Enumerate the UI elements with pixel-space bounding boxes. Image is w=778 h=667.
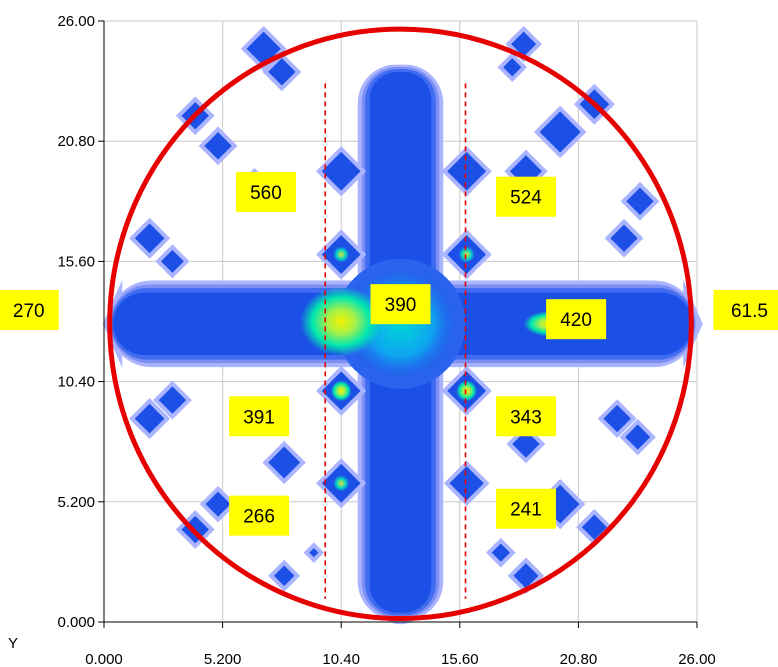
value-label-box <box>495 396 556 437</box>
heat-spot <box>511 31 537 57</box>
x-tick-label: 15.60 <box>441 651 479 667</box>
heat-spot <box>509 155 542 188</box>
x-tick-label: 20.80 <box>560 651 598 667</box>
heat-spot <box>626 187 654 215</box>
heat-spot <box>610 224 638 252</box>
heat-spot <box>246 31 281 66</box>
x-tick-label: 26.00 <box>678 651 716 667</box>
value-label-box <box>495 488 556 529</box>
heat-spot <box>134 403 165 434</box>
value-label-box <box>546 299 607 340</box>
value-label: 560 <box>250 183 282 204</box>
heat-spot <box>205 491 231 517</box>
y-axis-label: Y <box>8 635 18 652</box>
heat-spot <box>603 404 631 433</box>
heat-spot <box>268 58 296 86</box>
value-label-box <box>495 176 556 217</box>
value-label: 391 <box>243 407 275 428</box>
heat-hotspot <box>458 246 475 263</box>
heat-spot <box>321 151 361 191</box>
x-tick-label: 5.200 <box>204 651 242 667</box>
axis-layer: 0.000 5.200 10.40 15.60 20.80 26.00 0.000 5.200… <box>8 13 716 667</box>
heat-spot <box>273 565 295 587</box>
heat-spot <box>625 424 651 450</box>
value-label: 61.5 <box>731 301 768 322</box>
heat-spot <box>204 132 232 160</box>
heat-hotspot <box>330 380 352 402</box>
x-tick-label: 0.000 <box>85 651 123 667</box>
heat-spot <box>134 223 165 254</box>
heat-spot <box>447 151 487 191</box>
value-label: 343 <box>510 407 542 428</box>
x-tick-label: 10.40 <box>322 651 360 667</box>
heat-spot <box>513 563 539 589</box>
y-tick-label: 10.40 <box>57 374 95 391</box>
heat-hotspot <box>456 380 477 402</box>
value-label: 420 <box>560 310 592 331</box>
value-label-box <box>229 495 290 536</box>
wafer-boundary-circle <box>107 26 694 622</box>
heat-hotspot <box>300 286 383 357</box>
label-layer: 560 524 270 390 420 61.5 391 343 266 241 <box>0 172 778 536</box>
value-label-box <box>235 172 296 213</box>
value-label: 524 <box>510 188 542 209</box>
heat-spot <box>539 111 581 153</box>
value-label: 270 <box>13 301 45 322</box>
y-tick-label: 20.80 <box>57 133 95 150</box>
y-tick-label: 5.200 <box>57 494 95 511</box>
heat-spot <box>158 386 187 414</box>
value-label-box <box>713 289 778 330</box>
heat-spot <box>491 543 510 562</box>
y-tick-label: 15.60 <box>57 253 95 270</box>
value-label-box <box>0 289 59 330</box>
y-tick-label: 0.000 <box>57 614 95 631</box>
heat-spot <box>309 548 319 558</box>
heat-spot <box>581 514 607 540</box>
heat-spot <box>449 466 484 501</box>
heat-spot <box>512 430 540 458</box>
value-label: 266 <box>243 507 275 528</box>
value-label-box <box>370 284 431 325</box>
heat-spot <box>268 446 301 479</box>
value-label: 241 <box>510 500 542 521</box>
y-tick-label: 26.00 <box>57 13 95 30</box>
heat-spot <box>540 484 580 524</box>
value-label-box <box>229 396 290 437</box>
heat-hotspot <box>333 475 350 492</box>
heat-hotspot <box>333 246 350 263</box>
heat-spot <box>503 58 522 77</box>
value-label: 390 <box>385 295 417 316</box>
heat-spot <box>161 249 184 273</box>
heat-bottom-dot <box>392 593 409 610</box>
overlay-layer <box>107 26 694 622</box>
